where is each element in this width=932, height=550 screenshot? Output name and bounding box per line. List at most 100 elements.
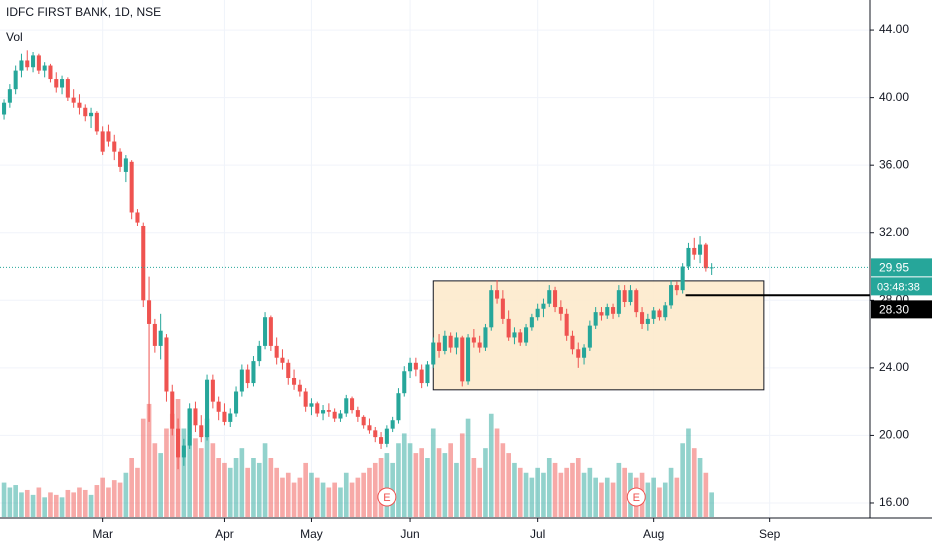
candle-body [483,327,488,348]
volume-bar [30,494,36,517]
candle-body [257,345,262,362]
volume-bar [610,482,616,517]
candle-body [413,362,418,370]
volume-bar [604,477,610,517]
candle-body [94,112,99,132]
volume-bar [193,438,198,517]
volume-bar [309,472,314,517]
candle-body [280,357,285,363]
candle-body [286,362,291,378]
volume-bar [152,443,158,517]
candle-body [570,335,575,350]
y-tick-label: 32.00 [879,225,909,239]
candle-body [42,65,47,71]
candle-body [13,70,18,90]
volume-bar [82,489,88,517]
volume-bar [349,482,355,517]
candle-body [524,327,529,343]
earnings-marker [626,487,646,507]
candle-body [344,398,349,414]
candle-body [216,401,221,412]
volume-bar [297,477,303,517]
candle-body [71,97,76,103]
candle-body [36,55,41,71]
candle-body [541,303,546,309]
volume-bar [42,497,47,517]
volume-bar [111,480,117,517]
volume-bar [285,472,291,517]
candle-body [651,310,656,319]
volume-bar [326,487,332,517]
range-box [432,280,765,391]
candle-body [31,55,36,68]
candle-body [547,290,552,304]
volume-bar [697,458,703,517]
candle-body [686,247,691,267]
volume-bar [280,477,285,517]
volume-bar [454,462,459,517]
volume-bar [343,472,349,517]
volume-bar [413,453,419,517]
candle-body [680,266,685,291]
candle-body [7,89,12,103]
countdown-box [871,277,932,296]
x-tick-label: May [300,527,323,541]
candle-body [164,337,169,392]
volume-bar [529,477,535,517]
y-tick-label: 16.00 [879,495,909,509]
candle-body [367,425,372,431]
volume-bar [506,453,511,517]
y-tick-label: 40.00 [879,90,909,104]
last-price-label: 29.95 [879,261,909,275]
candle-body [582,347,587,358]
volume-label: Vol [6,30,23,44]
candle-body [379,437,384,444]
chart-title: IDFC FIRST BANK, 1D, NSE [6,5,161,19]
candle-body [663,305,668,318]
candle-body [361,416,366,426]
volume-bar [517,467,523,517]
volume-bar [355,477,361,517]
earnings-marker [377,487,397,507]
candle-body [176,428,181,458]
volume-bar [320,482,326,517]
volume-bar [256,462,262,517]
volume-bar [709,492,714,517]
volume-bar [616,462,622,517]
candle-body [373,430,378,438]
candle-body [210,379,215,402]
candle-body [500,298,505,319]
volume-bar [500,443,506,517]
volume-bar [494,428,500,517]
volume-bar [668,467,674,517]
candle-body [355,410,360,417]
volume-bar [245,467,250,517]
volume-bar [552,462,558,517]
volume-bar [291,482,297,517]
volume-bar [59,497,65,517]
volume-bar [686,428,691,517]
candle-body [645,318,650,324]
candle-body [321,410,326,414]
y-tick-label: 20.00 [879,428,909,442]
x-tick-label: Sep [759,527,781,541]
candle-body [65,79,70,98]
volume-bar [367,467,372,517]
candle-body [640,312,645,324]
candle-body [123,158,128,172]
volume-bar [564,467,569,517]
candle-body [489,290,494,328]
x-tick-label: Jul [530,527,545,541]
volume-bar [71,492,76,517]
volume-bar [268,458,274,517]
volume-bar [512,462,517,517]
candle-body [431,342,436,365]
volume-bar [396,443,401,517]
volume-bar [100,477,105,517]
volume-bar [117,482,123,517]
candle-body [553,290,558,308]
candle-body [396,393,401,421]
candle-body [309,403,314,407]
candle-body [129,161,134,213]
